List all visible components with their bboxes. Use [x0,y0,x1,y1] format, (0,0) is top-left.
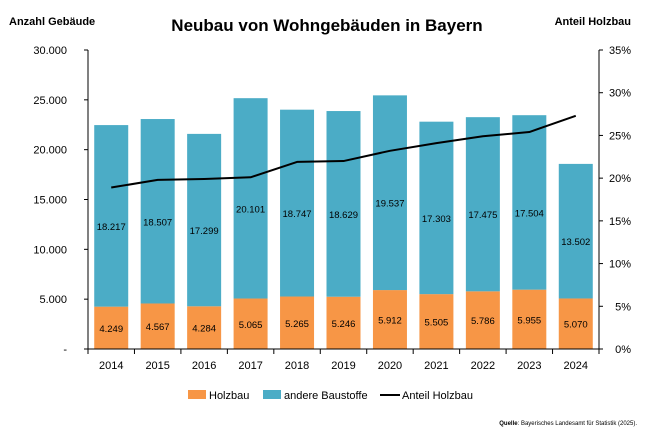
bar-holzbau-2017 [233,298,268,349]
y-tick-label-left: 30.000 [33,45,67,57]
data-label-holzbau: 5.955 [517,315,541,326]
bar-holzbau-2020 [372,290,407,349]
bar-holzbau-2018 [280,296,315,349]
x-tick-label: 2018 [285,360,309,372]
bar-andere-baustoffe-2014 [94,125,129,307]
plot-area: - 5.000 10.000 15.000 20.000 25.000 30.000 0% 5%… [33,45,631,372]
data-label-holzbau: 4.567 [146,322,170,333]
bar-andere-baustoffe-2020 [372,95,407,291]
bar-andere-baustoffe-2017 [233,98,268,299]
y-tick-label-right: 0% [615,344,631,356]
source-note: Quelle: Bayerisches Landesamt für Statis… [499,421,637,427]
data-label-andere-baustoffe: 13.502 [561,237,590,248]
bar-andere-baustoffe-2018 [280,109,315,297]
data-label-andere-baustoffe: 18.747 [283,209,312,220]
bar-holzbau-2021 [419,294,454,349]
data-label-holzbau: 5.912 [378,316,402,327]
bar-holzbau-2016 [187,306,222,349]
legend-label-andere-baustoffe: andere Baustoffe [284,390,368,402]
legend-label-holzbau: Holzbau [209,390,249,402]
data-label-holzbau: 5.065 [239,320,263,331]
data-label-holzbau: 4.284 [192,324,216,335]
bar-holzbau-2015 [140,303,175,349]
bar-holzbau-2014 [94,306,129,349]
data-label-andere-baustoffe: 18.217 [97,222,126,233]
y-tick-label-left: 20.000 [33,145,67,157]
data-label-holzbau: 5.786 [471,316,495,327]
data-label-andere-baustoffe: 19.537 [375,199,404,210]
legend-swatch-holzbau [188,390,206,399]
bar-holzbau-2023 [512,289,547,349]
y-tick-label-right: 20% [609,173,631,185]
data-label-andere-baustoffe: 17.504 [515,208,544,219]
chart-title: Neubau von Wohngebäuden in Bayern [171,16,482,35]
y-tick-label-left: 10.000 [33,244,67,256]
data-label-andere-baustoffe: 17.299 [190,226,219,237]
data-label-holzbau: 5.070 [564,320,588,331]
x-tick-label: 2015 [145,360,169,372]
data-label-andere-baustoffe: 17.303 [422,214,451,225]
y-tick-label-left: 15.000 [33,195,67,207]
bar-andere-baustoffe-2015 [140,119,175,304]
y-tick-label-right: 15% [609,216,631,228]
data-label-andere-baustoffe: 17.475 [468,210,497,221]
x-tick-label: 2021 [424,360,448,372]
bar-andere-baustoffe-2024 [558,163,593,299]
x-tick-label: 2019 [331,360,355,372]
data-label-andere-baustoffe: 18.629 [329,210,358,221]
y-axis-left-title: Anzahl Gebäude [9,16,95,28]
data-label-holzbau: 5.265 [285,319,309,330]
legend-swatch-andere-baustoffe [263,390,281,399]
y-tick-label-right: 35% [609,45,631,57]
line-anteil-holzbau [111,114,577,189]
x-tick-label: 2020 [378,360,402,372]
bar-holzbau-2019 [326,296,361,349]
x-tick-label: 2014 [99,360,123,372]
data-label-holzbau: 4.249 [99,324,123,335]
data-label-andere-baustoffe: 20.101 [236,204,265,215]
bar-andere-baustoffe-2023 [512,115,547,290]
source-text: : Bayerisches Landesamt für Statistik (2… [518,421,638,427]
x-tick-label: 2023 [517,360,541,372]
data-label-holzbau: 5.505 [425,318,449,329]
y-tick-label-right: 5% [615,301,631,313]
y-tick-label-left: 5.000 [39,294,67,306]
y-tick-label-left: 25.000 [33,95,67,107]
y-axis-right-title: Anteil Holzbau [555,16,631,28]
source-label: Quelle [499,421,518,427]
x-tick-label: 2022 [471,360,495,372]
bar-holzbau-2022 [465,291,500,349]
bar-andere-baustoffe-2022 [465,117,500,292]
legend: Holzbau andere Baustoffe Anteil Holzbau [188,390,473,402]
y-tick-label-left: - [63,344,67,356]
x-tick-label: 2017 [238,360,262,372]
y-tick-label-right: 10% [609,259,631,271]
bar-holzbau-2024 [558,298,593,349]
x-tick-label: 2024 [564,360,588,372]
bar-andere-baustoffe-2019 [326,111,361,297]
data-label-andere-baustoffe: 18.507 [143,217,172,228]
bar-andere-baustoffe-2021 [419,121,454,295]
y-tick-label-right: 30% [609,88,631,100]
legend-label-anteil-holzbau: Anteil Holzbau [402,390,473,402]
x-tick-label: 2016 [192,360,216,372]
y-tick-label-right: 25% [609,130,631,142]
bar-andere-baustoffe-2016 [187,133,222,307]
data-label-holzbau: 5.246 [332,319,356,330]
